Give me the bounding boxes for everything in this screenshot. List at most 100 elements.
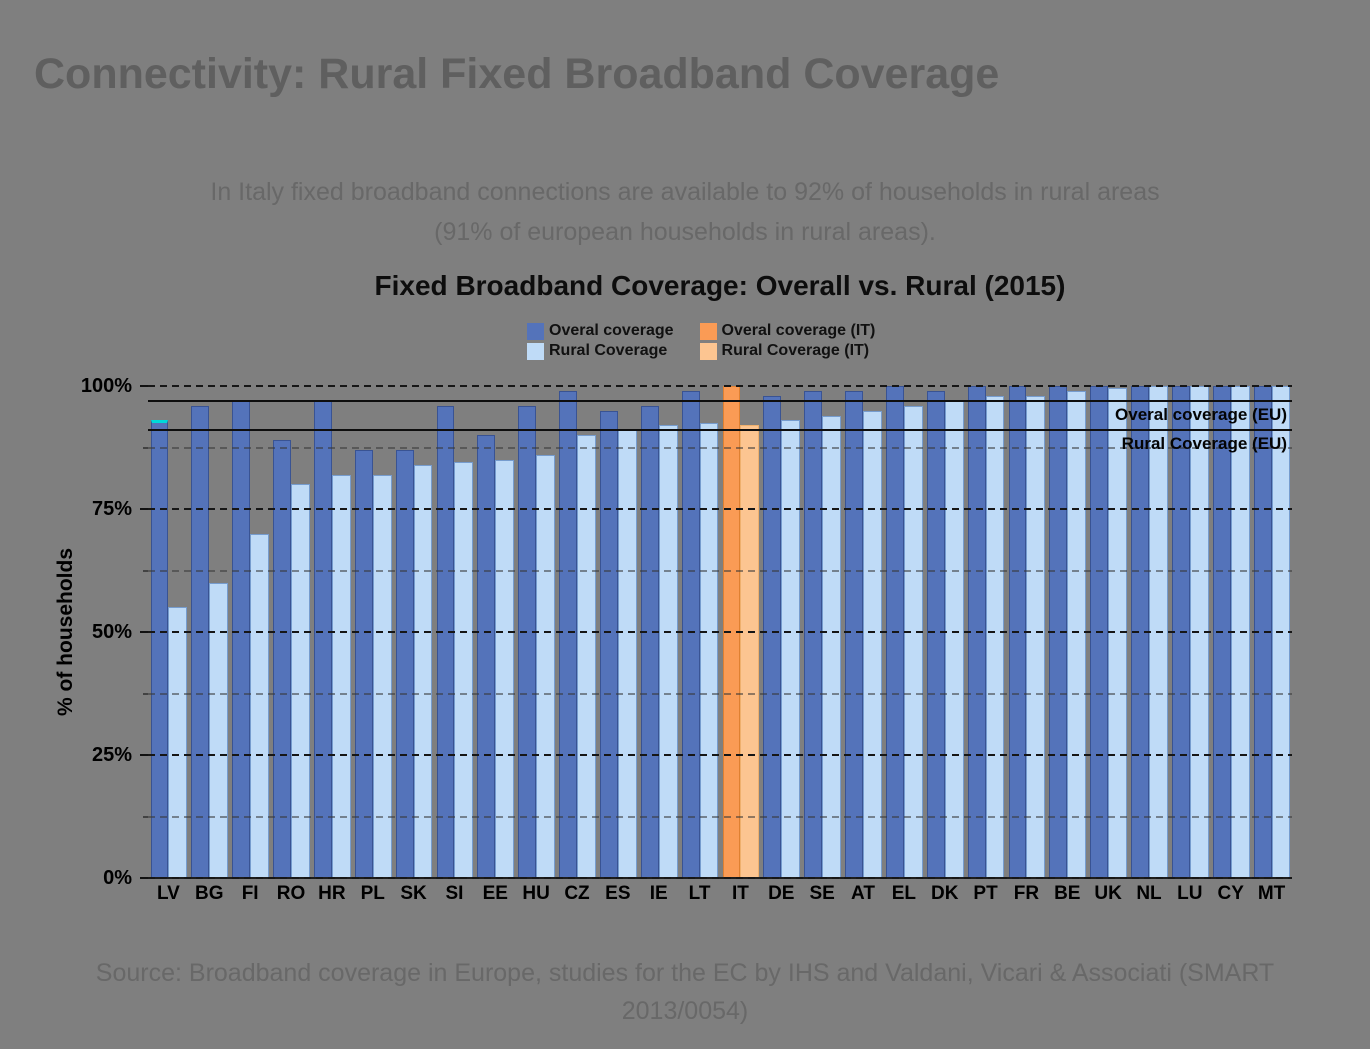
x-tick-label-CY: CY <box>1217 883 1244 904</box>
legend-swatch-icon <box>699 322 717 340</box>
gridline-100 <box>148 385 1292 387</box>
x-tick-label-LU: LU <box>1177 883 1203 904</box>
eu-overall-line <box>148 399 1292 402</box>
bar-rural-SI <box>454 462 474 878</box>
bar-overall-LV-selected <box>150 420 169 878</box>
y-tick-label-25: 25% <box>91 744 132 766</box>
bar-rural-BG <box>209 582 229 878</box>
x-tick-label-LT: LT <box>688 883 711 904</box>
bar-rural-EE <box>495 459 515 878</box>
x-tick-label-PT: PT <box>973 883 998 904</box>
y-tick-mark-minor-62.5 <box>143 569 148 572</box>
bar-rural-DK <box>944 400 964 878</box>
legend-item-2: Overal coverage (IT) <box>699 321 875 341</box>
x-tick-label-SE: SE <box>809 883 835 904</box>
x-tick-label-DK: DK <box>930 883 959 904</box>
y-tick-mark-25 <box>140 754 148 756</box>
gridline-25 <box>148 754 1292 756</box>
y-tick-mark-minor-37.5 <box>143 692 148 695</box>
gridline-0 <box>148 877 1292 879</box>
bar-rural-SK <box>413 464 433 878</box>
y-tick-mark-minor-87.5 <box>143 446 148 449</box>
x-tick-label-NL: NL <box>1136 883 1162 904</box>
bar-rural-FR <box>1026 395 1046 878</box>
bar-rural-IT <box>740 425 760 878</box>
gridline-minor-62.5 <box>148 569 1292 572</box>
x-tick-label-FR: FR <box>1013 883 1040 904</box>
bar-overall-IE <box>640 405 659 878</box>
bar-rural-BE <box>1067 390 1087 878</box>
bar-rural-PL <box>372 474 392 878</box>
legend-item-1: Rural Coverage <box>527 341 674 361</box>
chart-title: Fixed Broadband Coverage: Overall vs. Ru… <box>374 270 1066 301</box>
bar-overall-CZ <box>559 390 578 878</box>
gridline-minor-12.5 <box>148 815 1292 818</box>
bar-overall-HU <box>518 405 537 878</box>
bar-rural-HU <box>536 454 555 878</box>
bar-overall-BG <box>191 405 210 878</box>
x-tick-label-BE: BE <box>1054 883 1081 904</box>
gridline-75 <box>148 508 1292 510</box>
x-tick-label-BG: BG <box>195 883 224 904</box>
bar-overall-SE <box>804 390 823 878</box>
x-tick-label-CZ: CZ <box>564 883 590 904</box>
x-axis-labels: LV BG FI RO HR PL SK SI EE HU CZ ES IE LT IT DE SE AT EL DK… <box>148 883 1292 909</box>
bar-overall-SK <box>395 449 414 878</box>
legend-label: Rural Coverage <box>549 342 668 359</box>
bar-rural-IE <box>658 425 678 878</box>
source-caption: Source: Broadband coverage in Europe, st… <box>95 959 1275 1025</box>
subtitle-line-2: (91% of european households in rural are… <box>434 218 936 246</box>
bar-rural-AT <box>863 410 882 878</box>
bar-rural-SE <box>822 415 841 878</box>
bar-overall-DE <box>763 395 782 878</box>
x-tick-label-HU: HU <box>522 883 550 904</box>
y-tick-mark-75 <box>140 508 148 510</box>
plot-area: Overal coverage (EU) Rural Coverage (EU) <box>148 385 1292 879</box>
subtitle: In Italy fixed broadband connections are… <box>0 172 1370 252</box>
x-tick-label-MT: MT <box>1257 883 1286 904</box>
x-tick-label-HR: HR <box>318 883 346 904</box>
bar-overall-ES <box>599 410 618 878</box>
bar-overall-RO <box>273 440 292 878</box>
bar-rural-DE <box>781 420 801 878</box>
x-tick-label-DE: DE <box>768 883 795 904</box>
x-tick-label-SK: SK <box>400 883 427 904</box>
gridline-minor-87.5 <box>148 446 1292 449</box>
x-tick-label-EL: EL <box>891 883 916 904</box>
legend-swatch-icon <box>699 342 717 360</box>
eu-rural-line-label: Rural Coverage (EU) <box>1121 434 1287 454</box>
legend-swatch-icon <box>527 322 544 340</box>
bar-rural-PT <box>985 395 1005 878</box>
bar-overall-PL <box>354 449 373 878</box>
x-tick-label-FI: FI <box>241 883 259 904</box>
eu-overall-line-label: Overal coverage (EU) <box>1115 404 1287 424</box>
bar-overall-SI <box>436 405 455 878</box>
x-tick-label-AT: AT <box>851 883 875 904</box>
y-tick-mark-100 <box>140 385 148 387</box>
x-tick-label-UK: UK <box>1094 883 1122 904</box>
eu-rural-line <box>148 429 1292 432</box>
y-tick-label-100: 100% <box>80 375 132 397</box>
legend-swatch-icon <box>527 342 544 360</box>
y-tick-label-0: 0% <box>103 867 132 889</box>
y-tick-mark-50 <box>140 631 148 633</box>
y-axis-title: % of households <box>54 548 77 716</box>
bar-rural-EL <box>903 405 923 878</box>
bar-rural-CZ <box>577 435 596 878</box>
bar-overall-HR <box>313 400 332 878</box>
y-tick-label-50: 50% <box>91 621 132 643</box>
chart-legend: Overal coverage Rural Coverage Overal cove… <box>527 321 875 361</box>
bar-rural-UK <box>1108 388 1127 878</box>
gridline-50 <box>148 631 1292 633</box>
bar-overall-LT <box>681 390 700 878</box>
legend-item-0: Overal coverage <box>527 321 674 341</box>
bar-overall-FI <box>232 400 251 878</box>
bar-rural-ES <box>617 430 637 878</box>
x-tick-label-LV: LV <box>156 883 180 904</box>
bar-overall-EE <box>477 435 496 878</box>
x-tick-label-ES: ES <box>605 883 631 904</box>
bar-rural-HR <box>331 474 351 878</box>
y-tick-label-75: 75% <box>91 498 132 520</box>
bar-rural-FI <box>250 533 269 878</box>
y-tick-mark-0 <box>140 877 148 879</box>
